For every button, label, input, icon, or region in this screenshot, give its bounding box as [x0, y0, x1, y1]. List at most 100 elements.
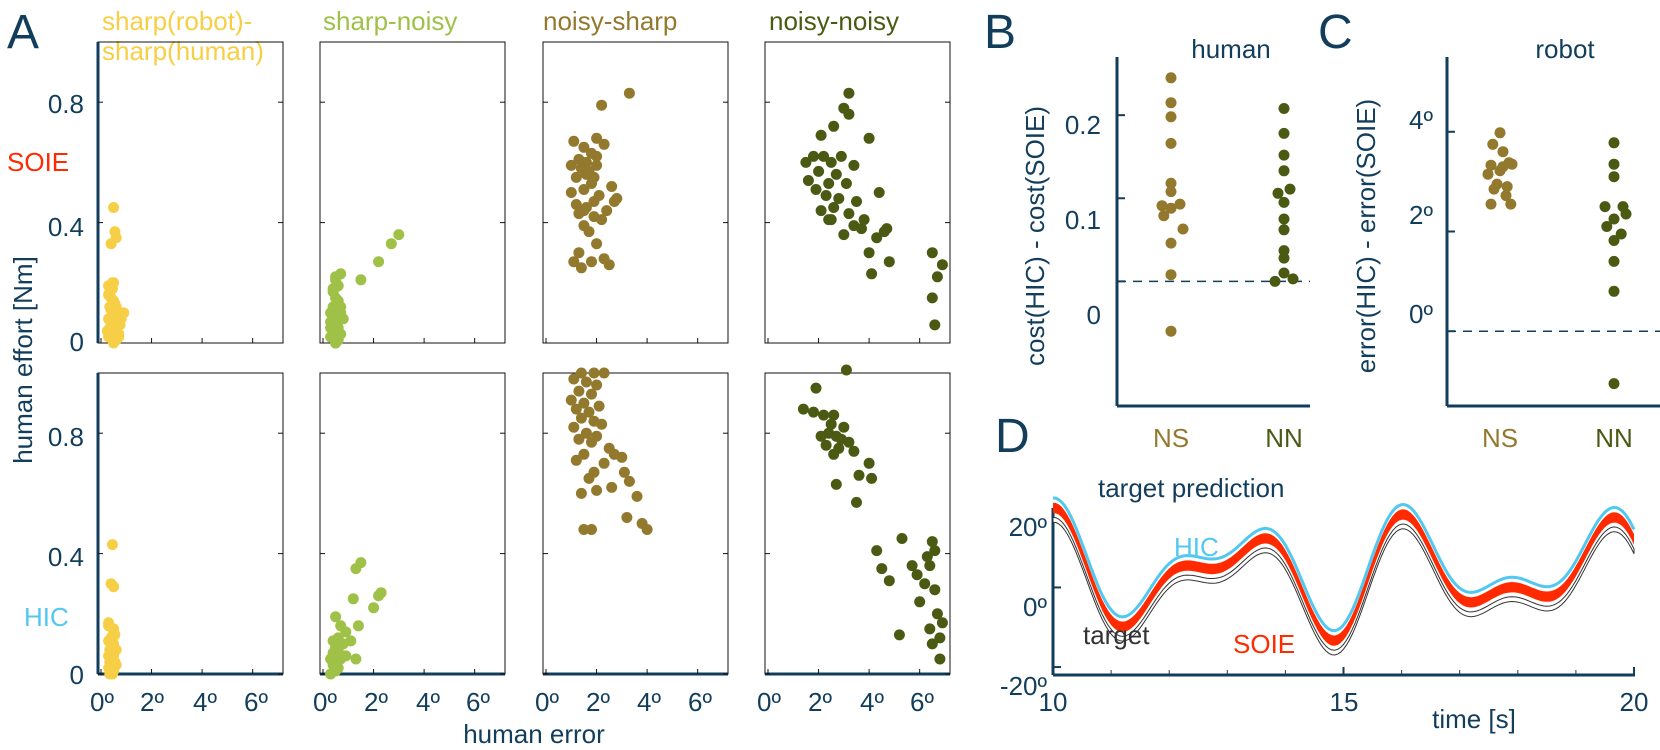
data-point	[373, 256, 385, 268]
data-point	[385, 238, 397, 250]
data-point	[578, 184, 590, 195]
data-point	[843, 87, 855, 99]
data-point	[929, 584, 941, 596]
data-point	[1165, 269, 1177, 281]
data-point	[591, 238, 603, 250]
data-point	[337, 313, 349, 325]
data-point	[866, 268, 878, 280]
panel-b-xtick-nn: NN	[1265, 423, 1303, 453]
data-point	[1608, 255, 1620, 267]
data-point	[565, 394, 577, 406]
data-point	[606, 481, 618, 493]
data-point	[906, 560, 918, 572]
panel-d-ytick-m20: -20º	[1000, 671, 1048, 701]
data-point	[1165, 111, 1177, 123]
data-point	[828, 202, 840, 213]
data-point	[1501, 181, 1513, 193]
data-point	[598, 253, 610, 265]
xtick-c3-6: 6º	[910, 687, 934, 717]
data-point	[1497, 146, 1509, 158]
data-point	[808, 406, 819, 418]
data-point	[815, 205, 827, 217]
panel-c-title: robot	[1535, 34, 1595, 64]
series-sharp-robot-sharp-human-soie	[101, 202, 130, 349]
col-title-ss-line1: sharp(robot)-	[102, 6, 252, 36]
data-point	[931, 271, 943, 283]
data-point	[618, 466, 630, 478]
data-point	[851, 196, 862, 207]
data-point	[575, 367, 587, 379]
data-point	[591, 132, 603, 144]
panel-letter-c: C	[1318, 6, 1353, 59]
data-point	[848, 159, 860, 171]
data-point	[810, 184, 822, 195]
xtick-c3-4: 4º	[860, 687, 884, 717]
data-point	[926, 536, 938, 548]
data-point	[1174, 198, 1186, 210]
data-point	[802, 175, 814, 186]
data-point	[1278, 149, 1290, 161]
data-point	[601, 205, 613, 217]
panel-d-ytick-0: 0º	[1023, 592, 1047, 622]
data-point	[1165, 202, 1177, 214]
data-point	[835, 150, 847, 162]
data-point	[578, 448, 590, 460]
data-point	[586, 388, 597, 400]
data-point	[332, 298, 344, 310]
label-soie: SOIE	[1233, 629, 1295, 659]
data-point	[914, 596, 926, 608]
xtick-c1-0: 0º	[313, 687, 337, 717]
data-point	[883, 256, 895, 268]
data-point	[631, 490, 643, 502]
data-point	[325, 668, 337, 680]
data-point	[1608, 137, 1620, 149]
data-point	[641, 524, 653, 535]
data-point	[810, 382, 822, 394]
frame-r0-c3	[764, 41, 951, 344]
data-point	[570, 403, 582, 415]
data-point	[871, 545, 883, 557]
col-title-ss-line2: sharp(human)	[102, 36, 264, 66]
data-point	[103, 620, 115, 632]
data-point	[105, 238, 117, 250]
data-point	[596, 214, 608, 226]
data-point	[350, 563, 362, 575]
panel-d-lines	[1052, 496, 1636, 675]
label-hic: HIC	[1174, 532, 1219, 562]
frame-r1-c0	[97, 372, 284, 675]
data-point	[863, 457, 875, 469]
ytick-bottom-04: 0.4	[48, 542, 84, 572]
data-point	[586, 436, 597, 448]
panel-b-ytick-02: 0.2	[1065, 110, 1101, 140]
data-point	[598, 457, 610, 469]
panel-a-ylabel: human effort [Nm]	[8, 256, 38, 464]
panel-d-yticks: 20º 0º -20º	[1000, 512, 1048, 701]
series-noisy-noisy-hic	[797, 364, 948, 665]
series-noisy-sharp-hic	[565, 367, 653, 535]
panel-b-ylabel: cost(HIC) - cost(SOIE)	[1020, 106, 1050, 366]
data-point	[1272, 187, 1284, 199]
data-point	[580, 427, 592, 439]
data-point	[565, 159, 577, 171]
data-point	[853, 469, 865, 481]
data-point	[368, 602, 380, 614]
data-point	[866, 472, 878, 484]
data-point	[856, 223, 867, 235]
data-point	[570, 171, 582, 183]
data-point	[808, 150, 819, 162]
data-point	[1278, 267, 1290, 279]
data-point	[1165, 137, 1177, 149]
data-point	[878, 226, 890, 238]
data-point	[608, 196, 620, 207]
data-point	[1278, 224, 1290, 236]
data-point	[1500, 190, 1512, 202]
data-point	[1608, 213, 1620, 225]
panel-a-tick-marks	[98, 101, 950, 675]
panel-c-yticks: 4º 2º 0º	[1409, 105, 1433, 329]
data-point	[1278, 252, 1290, 264]
frame-r0-c1	[319, 41, 506, 344]
data-point	[825, 418, 837, 430]
frame-r1-c3	[764, 372, 951, 675]
data-point	[570, 454, 582, 466]
